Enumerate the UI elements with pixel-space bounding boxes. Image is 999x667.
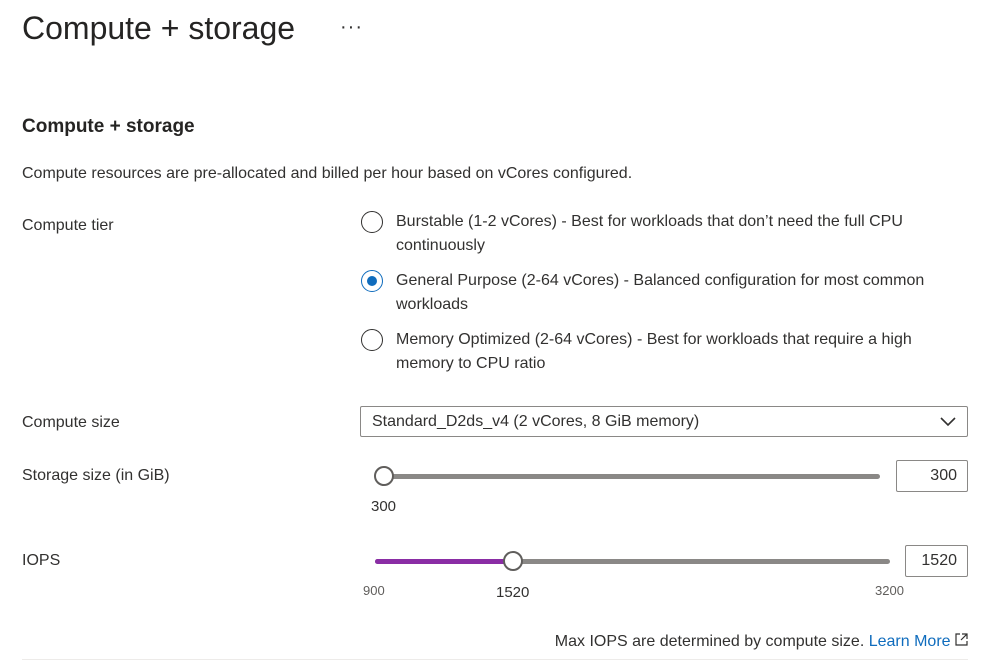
divider: [22, 659, 968, 660]
compute-size-value: Standard_D2ds_v4 (2 vCores, 8 GiB memory…: [372, 413, 700, 430]
more-options-button[interactable]: ···: [340, 16, 363, 38]
section-description: Compute resources are pre-allocated and …: [22, 165, 633, 182]
compute-size-dropdown[interactable]: Standard_D2ds_v4 (2 vCores, 8 GiB memory…: [360, 406, 968, 437]
radio-memory-optimized-label: Memory Optimized (2-64 vCores) - Best fo…: [396, 331, 912, 372]
iops-slider-fill: [375, 559, 513, 564]
storage-slider-thumb[interactable]: [374, 466, 394, 486]
storage-size-label: Storage size (in GiB): [22, 467, 170, 484]
external-link-icon[interactable]: [955, 633, 968, 646]
compute-tier-label: Compute tier: [22, 217, 114, 234]
radio-general-purpose[interactable]: [361, 270, 383, 292]
iops-footnote: Max IOPS are determined by compute size.…: [555, 633, 968, 651]
iops-slider-track[interactable]: [375, 559, 890, 564]
iops-slider-thumb[interactable]: [503, 551, 523, 571]
learn-more-link[interactable]: Learn More: [868, 633, 951, 650]
section-heading: Compute + storage: [22, 116, 195, 137]
storage-value-label: 300: [371, 498, 397, 515]
iops-label: IOPS: [22, 552, 61, 569]
page-title: Compute + storage: [22, 10, 296, 46]
footnote-text: Max IOPS are determined by compute size.: [554, 633, 865, 650]
chevron-down-icon: [940, 417, 956, 427]
radio-general-purpose-label: General Purpose (2-64 vCores) - Balanced…: [396, 272, 925, 313]
radio-burstable-label: Burstable (1-2 vCores) - Best for worklo…: [396, 213, 903, 254]
iops-input[interactable]: 1520: [905, 545, 968, 577]
compute-size-label: Compute size: [22, 414, 120, 431]
radio-burstable[interactable]: [361, 211, 383, 233]
iops-value-label: 1520: [496, 584, 530, 601]
storage-slider-track[interactable]: [384, 474, 880, 479]
iops-max-label: 3200: [875, 583, 904, 598]
iops-min-label: 900: [363, 583, 385, 598]
radio-memory-optimized[interactable]: [361, 329, 383, 351]
storage-size-input[interactable]: 300: [896, 460, 968, 492]
